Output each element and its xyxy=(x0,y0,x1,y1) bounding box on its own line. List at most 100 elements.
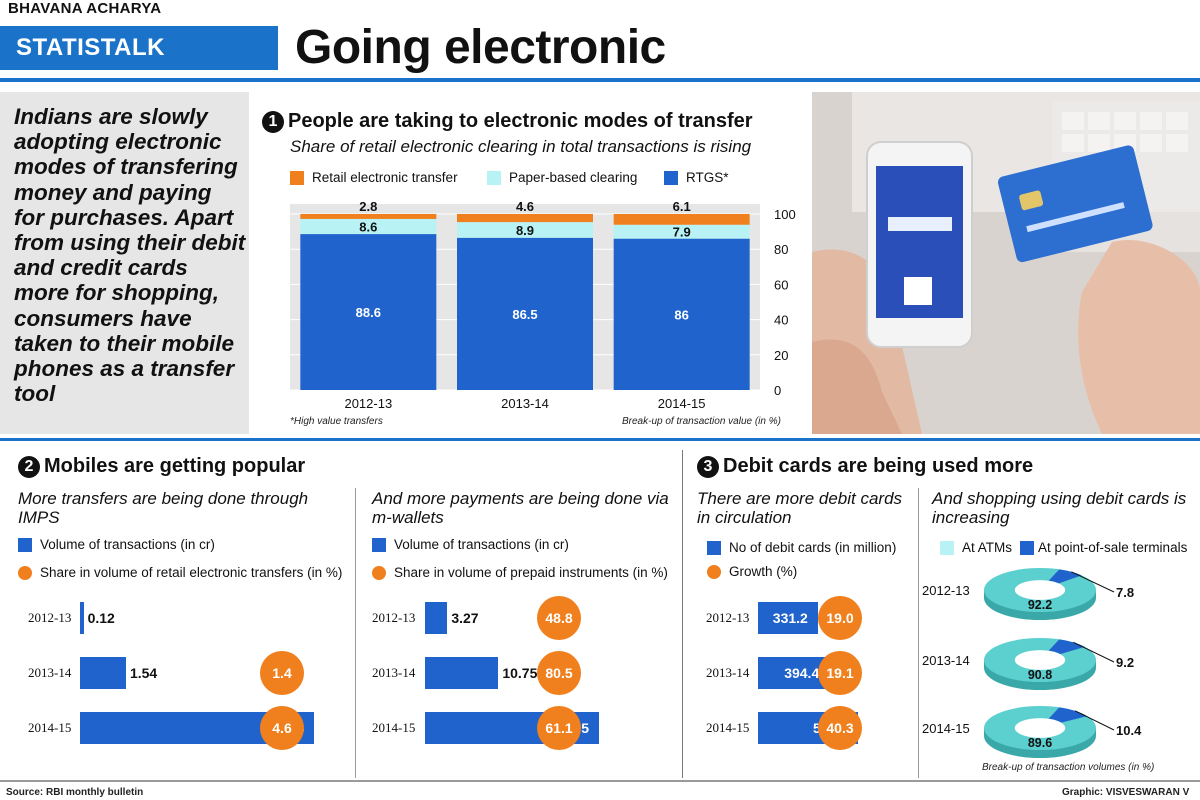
share-bubble: 48.8 xyxy=(537,596,581,640)
donut-hole xyxy=(1014,580,1066,600)
bar-segment xyxy=(300,218,437,235)
share-bubble: 19.1 xyxy=(818,651,862,695)
section-divider xyxy=(0,438,1200,441)
volume-bar xyxy=(758,602,818,634)
shopping-subtitle: And shopping using debit cards is increa… xyxy=(932,489,1187,527)
pos-share-label: 10.4 xyxy=(1116,723,1142,738)
year-label: 2012-13 xyxy=(28,610,72,625)
legend-swatch-blue xyxy=(1020,540,1035,555)
legend-swatch-orange xyxy=(290,170,304,185)
data-label: 2.8 xyxy=(359,199,377,214)
donut-hole xyxy=(1014,650,1066,670)
imps-legend-volume-label: Volume of transactions (in cr) xyxy=(40,537,215,552)
legend-paper-label: Paper-based clearing xyxy=(509,170,638,185)
data-label: 8.6 xyxy=(359,219,377,234)
year-label: 2013-14 xyxy=(922,653,970,668)
bar-segment xyxy=(613,238,750,390)
imps-legend-volume: Volume of transactions (in cr) xyxy=(18,537,215,552)
volume-value: 331.2 xyxy=(772,610,808,626)
bar-segment xyxy=(613,214,750,225)
volume-bar xyxy=(758,657,830,689)
volume-value: 394.4 xyxy=(784,665,820,681)
section-1-subtitle: Share of retail electronic clearing in t… xyxy=(290,137,752,156)
section-tag: STATISTALK xyxy=(0,26,278,70)
cards-legend-growth-label: Growth (%) xyxy=(729,564,798,579)
share-bubble: 61.1 xyxy=(537,706,581,750)
footer-rule xyxy=(0,780,1200,782)
bar-segment xyxy=(457,222,593,238)
year-label: 2012-13 xyxy=(922,583,970,598)
volume-value: 3.27 xyxy=(451,610,479,626)
donut-footnote: Break-up of transaction volumes (in %) xyxy=(982,762,1155,773)
share-bubble: 19.0 xyxy=(818,596,862,640)
data-label: 88.6 xyxy=(356,305,381,320)
pos-share-label: 7.8 xyxy=(1116,585,1134,600)
x-tick-label: 2014-15 xyxy=(658,396,706,411)
data-label: 6.1 xyxy=(673,199,691,214)
source-note: Source: RBI monthly bulletin xyxy=(6,787,144,798)
year-label: 2014-15 xyxy=(922,721,970,736)
volume-value: 1.54 xyxy=(129,665,158,681)
wallet-legend-volume-label: Volume of transactions (in cr) xyxy=(394,537,569,552)
debit-cards-bar-chart: 2012-13331.219.02013-14394.419.12014-155… xyxy=(690,596,915,760)
legend-swatch-blue xyxy=(372,537,386,552)
bar-segment xyxy=(613,224,750,239)
y-tick-label: 80 xyxy=(774,242,788,257)
cards-subtitle: There are more debit cards in circulatio… xyxy=(697,489,903,527)
section-1-title-text: People are taking to electronic modes of… xyxy=(288,110,753,132)
y-tick-label: 40 xyxy=(774,313,788,328)
phone-card-photo xyxy=(812,92,1200,434)
section-2-number: 2 xyxy=(18,456,40,478)
year-label: 2013-14 xyxy=(706,665,750,680)
data-label: 86 xyxy=(674,307,688,322)
intro-panel xyxy=(0,92,249,434)
imps-subtitle: More transfers are being done through IM… xyxy=(18,489,309,527)
year-label: 2013-14 xyxy=(372,665,416,680)
section-2-title: 2 Mobiles are getting popular xyxy=(18,455,305,478)
section-3-title-text: Debit cards are being used more xyxy=(723,455,1034,477)
section-divider-vertical xyxy=(682,450,683,778)
atm-share-label: 89.6 xyxy=(1028,736,1052,750)
column-divider xyxy=(355,488,356,778)
legend-retail: Retail electronic transfer xyxy=(290,170,458,185)
x-tick-label: 2013-14 xyxy=(501,396,549,411)
legend-dot-orange xyxy=(372,565,386,580)
leader-line xyxy=(1071,571,1115,593)
header-rule xyxy=(0,78,1200,82)
cards-legend-count-label: No of debit cards (in million) xyxy=(729,540,897,555)
data-label: 4.6 xyxy=(516,199,534,214)
x-tick-label: 2012-13 xyxy=(344,396,392,411)
wallet-subtitle: And more payments are being done via m-w… xyxy=(372,489,669,527)
volume-value: 10.75 xyxy=(502,665,538,681)
year-label: 2014-15 xyxy=(706,720,750,735)
bar-segment xyxy=(300,234,437,390)
year-label: 2013-14 xyxy=(28,665,72,680)
volume-bar xyxy=(425,602,448,634)
legend-paper: Paper-based clearing xyxy=(487,170,637,185)
volume-bar xyxy=(425,657,499,689)
volume-bar xyxy=(80,602,84,634)
y-tick-label: 20 xyxy=(774,348,788,363)
legend-swatch-blue xyxy=(664,170,678,185)
leader-line xyxy=(1074,710,1115,731)
share-bubble: 1.4 xyxy=(260,651,304,695)
bar-segment xyxy=(300,214,437,219)
graphic-credit: Graphic: VISVESWARAN V xyxy=(1062,787,1190,798)
leader-line xyxy=(1073,641,1115,663)
section-2-title-text: Mobiles are getting popular xyxy=(44,455,306,477)
share-bubble: 80.5 xyxy=(537,651,581,695)
bar-segment xyxy=(457,237,593,390)
volume-value: 0.12 xyxy=(87,610,115,626)
section-1-number: 1 xyxy=(262,111,284,133)
legend-dot-orange xyxy=(707,564,721,579)
wallet-bar-chart: 2012-133.2748.82013-1410.7580.52014-1525… xyxy=(362,596,682,760)
page-title: Going electronic xyxy=(295,21,666,74)
legend-swatch-cyan xyxy=(940,540,954,555)
volume-bar xyxy=(80,657,126,689)
byline: BHAVANA ACHARYA xyxy=(8,0,162,17)
y-tick-label: 0 xyxy=(774,383,781,398)
wallet-legend-volume: Volume of transactions (in cr) xyxy=(372,537,569,552)
section-3-title: 3 Debit cards are being used more xyxy=(697,455,1033,478)
credit-card-icon xyxy=(997,145,1153,263)
